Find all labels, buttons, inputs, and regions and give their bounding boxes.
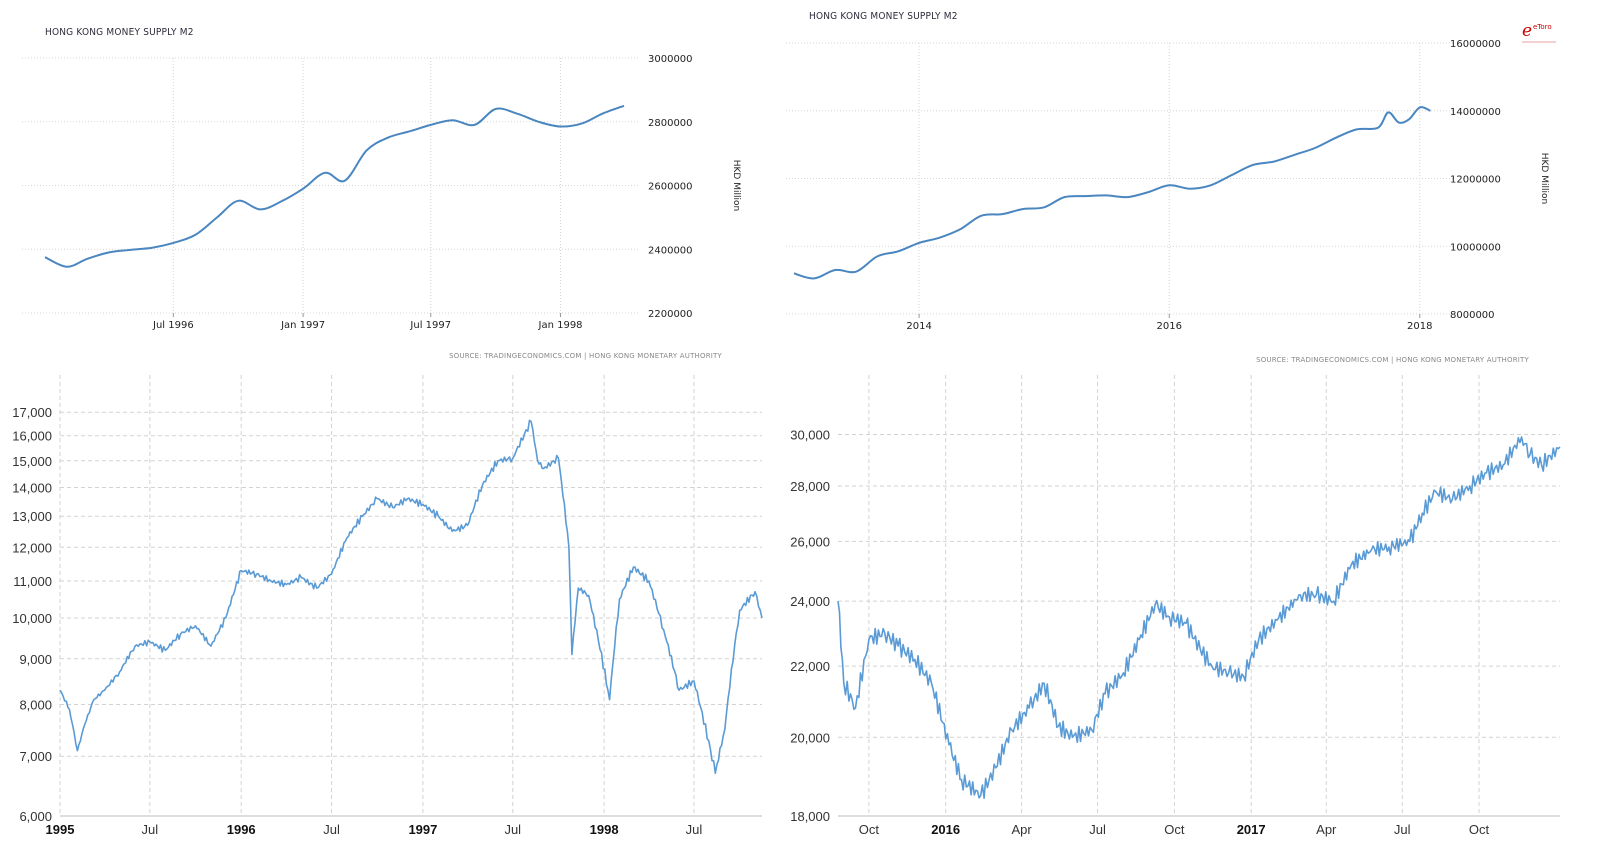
chart-bottom-left: 1995 Jul 1996 Jul 1997 Jul 1998 Jul 17,000 16,000… [0, 370, 780, 858]
etoro-logo-text: eToro [1533, 23, 1552, 31]
source-note: SOURCE: TRADINGECONOMICS.COM | HONG KONG… [449, 352, 722, 360]
x-tick-label: 1996 [227, 822, 256, 837]
y-tick-label: 17,000 [12, 405, 52, 420]
x-tick-label: 2014 [906, 321, 931, 332]
x-tick-label: Jul 1996 [152, 320, 194, 331]
x-tick-label: Apr [1012, 822, 1033, 837]
y-tick-label: 18,000 [790, 809, 830, 824]
y-tick-label: 8000000 [1450, 310, 1495, 321]
y-tick-label: 2200000 [648, 309, 693, 320]
x-tick-label: Jul [686, 822, 703, 837]
x-tick-label: 1998 [590, 822, 619, 837]
x-tick-label: Jan 1998 [538, 320, 583, 331]
chart-title: HONG KONG MONEY SUPPLY M2 [45, 27, 194, 38]
series-line [837, 436, 1561, 799]
etoro-logo-mark: e [1522, 21, 1532, 41]
x-tick-label: Jan 1997 [280, 320, 325, 331]
x-tick-label: 2016 [1157, 321, 1182, 332]
x-tick-label: Oct [1469, 822, 1490, 837]
y-axis-label: HKD Million [1539, 153, 1549, 204]
y-tick-label: 3000000 [648, 54, 693, 65]
y-tick-label: 13,000 [12, 509, 52, 524]
y-tick-label: 12000000 [1450, 175, 1501, 186]
y-tick-label: 10000000 [1450, 242, 1501, 253]
x-tick-label: Jul [323, 822, 340, 837]
y-tick-label: 8,000 [19, 697, 52, 712]
source-note: SOURCE: TRADINGECONOMICS.COM | HONG KONG… [1256, 356, 1529, 364]
chart-top-right: HONG KONG MONEY SUPPLY M2 16000000 1400000… [780, 0, 1600, 370]
x-tick-label: 1995 [46, 822, 75, 837]
x-tick-label: Oct [859, 822, 880, 837]
y-tick-label: 16,000 [12, 429, 52, 444]
y-tick-label: 2600000 [648, 182, 693, 193]
y-axis-label: HKD Million [731, 160, 741, 211]
series-line [44, 104, 625, 268]
chart-title: HONG KONG MONEY SUPPLY M2 [809, 11, 958, 22]
y-tick-label: 6,000 [19, 809, 52, 824]
y-tick-label: 26,000 [790, 534, 830, 549]
y-tick-label: 2800000 [648, 118, 693, 129]
y-tick-label: 15,000 [12, 454, 52, 469]
y-tick-label: 11,000 [13, 574, 52, 589]
etoro-logo: e eToro [1522, 21, 1556, 43]
x-tick-label: 1997 [408, 822, 437, 837]
x-tick-label: 2016 [931, 822, 960, 837]
y-tick-label: 10,000 [12, 611, 52, 626]
x-tick-label: 2017 [1237, 822, 1266, 837]
x-tick-label: Jul [1394, 822, 1411, 837]
y-tick-label: 24,000 [790, 594, 830, 609]
x-tick-label: Oct [1164, 822, 1185, 837]
y-tick-label: 7,000 [19, 749, 52, 764]
y-tick-label: 20,000 [790, 730, 830, 745]
series-line [793, 106, 1431, 280]
x-tick-label: Jul [504, 822, 521, 837]
y-tick-label: 28,000 [790, 479, 830, 494]
chart-top-right-svg: HONG KONG MONEY SUPPLY M2 16000000 1400000… [786, 11, 1556, 364]
y-tick-label: 14,000 [12, 481, 52, 496]
chart-bottom-left-svg: 1995 Jul 1996 Jul 1997 Jul 1998 Jul 17,000 16,000… [12, 375, 763, 837]
chart-bottom-right: Oct 2016 Apr Jul Oct 2017 Apr Jul Oct 30,000 28,00… [780, 370, 1600, 858]
chart-top-left: HONG KONG MONEY SUPPLY M2 3000000 2800000 2… [0, 0, 780, 370]
y-tick-label: 22,000 [790, 659, 830, 674]
y-tick-label: 9,000 [19, 652, 52, 667]
x-tick-label: Jul 1997 [409, 320, 451, 331]
chart-bottom-right-svg: Oct 2016 Apr Jul Oct 2017 Apr Jul Oct 30,000 28,00… [790, 375, 1561, 837]
chart-top-left-svg: HONG KONG MONEY SUPPLY M2 3000000 2800000 2… [22, 27, 741, 360]
x-tick-label: Apr [1316, 822, 1337, 837]
y-tick-label: 2400000 [648, 245, 693, 256]
y-tick-label: 14000000 [1450, 107, 1501, 118]
y-tick-label: 16000000 [1450, 39, 1501, 50]
series-line [59, 419, 763, 774]
x-tick-label: Jul [1089, 822, 1106, 837]
x-tick-label: Jul [142, 822, 159, 837]
y-tick-label: 12,000 [12, 540, 52, 555]
y-tick-label: 30,000 [790, 427, 830, 442]
x-tick-label: 2018 [1407, 321, 1432, 332]
